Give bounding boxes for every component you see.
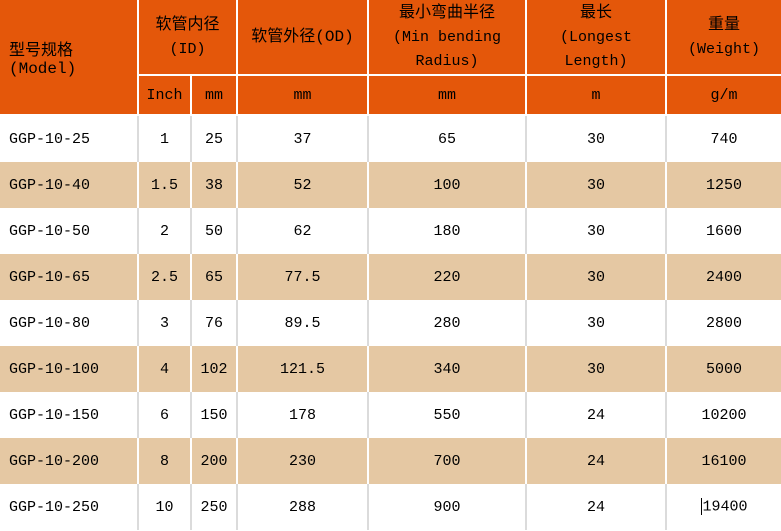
- table-row: GGP-10-100 4 102 121.5 340 30 5000: [0, 346, 781, 392]
- cell-weight: 1250: [665, 162, 781, 208]
- cell-model: GGP-10-65: [0, 254, 139, 300]
- cell-weight[interactable]: 19400: [665, 484, 781, 530]
- cell-model: GGP-10-80: [0, 300, 139, 346]
- header-inner-diameter-cn: 软管内径: [155, 16, 220, 34]
- cell-id-mm: 50: [189, 208, 239, 254]
- cell-model: GGP-10-25: [0, 115, 139, 162]
- header-min-bending-radius: 最小弯曲半径 (Min bending Radius): [367, 0, 528, 76]
- cell-weight: 2400: [665, 254, 781, 300]
- cell-longest-m: 30: [525, 115, 668, 162]
- cell-id-inch: 1: [137, 115, 192, 162]
- header-inner-diameter-en: (ID): [169, 41, 206, 58]
- cell-model: GGP-10-40: [0, 162, 139, 208]
- table-row: GGP-10-25 1 25 37 65 30 740: [0, 115, 781, 162]
- header-weight-cn: 重量: [708, 16, 741, 34]
- cell-weight: 10200: [665, 392, 781, 438]
- cell-weight: 1600: [665, 208, 781, 254]
- cell-id-inch: 1.5: [137, 162, 192, 208]
- header-outer-diameter: 软管外径(OD): [236, 0, 370, 76]
- unit-mbr-mm: mm: [367, 74, 528, 116]
- header-min-bending-radius-en: (Min bending Radius): [393, 29, 502, 70]
- cell-mbr-mm: 340: [367, 346, 528, 392]
- cell-longest-m: 30: [525, 300, 668, 346]
- cell-od-mm: 178: [236, 392, 370, 438]
- cell-mbr-mm: 220: [367, 254, 528, 300]
- cell-weight-value: 19400: [702, 498, 748, 516]
- table-row: GGP-10-40 1.5 38 52 100 30 1250: [0, 162, 781, 208]
- cell-mbr-mm: 900: [367, 484, 528, 530]
- cell-id-mm: 76: [189, 300, 239, 346]
- cell-model: GGP-10-50: [0, 208, 139, 254]
- unit-longest-m: m: [525, 74, 668, 116]
- cell-weight: 16100: [665, 438, 781, 484]
- header-longest-length-cn: 最长: [580, 4, 613, 22]
- cell-weight: 2800: [665, 300, 781, 346]
- cell-id-mm: 38: [189, 162, 239, 208]
- text-cursor: [700, 498, 702, 516]
- header-model: 型号规格(Model): [0, 0, 139, 116]
- cell-id-mm: 25: [189, 115, 239, 162]
- cell-mbr-mm: 65: [367, 115, 528, 162]
- cell-id-inch: 2.5: [137, 254, 192, 300]
- header-weight: 重量 (Weight): [665, 0, 781, 76]
- table-body: GGP-10-25 1 25 37 65 30 740 GGP-10-40 1.…: [0, 115, 781, 530]
- cell-od-mm: 230: [236, 438, 370, 484]
- header-min-bending-radius-cn: 最小弯曲半径: [399, 4, 496, 22]
- cell-longest-m: 30: [525, 208, 668, 254]
- cell-od-mm: 62: [236, 208, 370, 254]
- cell-id-inch: 4: [137, 346, 192, 392]
- cell-longest-m: 30: [525, 346, 668, 392]
- cell-id-inch: 8: [137, 438, 192, 484]
- header-weight-en: (Weight): [688, 41, 761, 58]
- table-row: GGP-10-250 10 250 288 900 24 19400: [0, 484, 781, 530]
- table-row: GGP-10-80 3 76 89.5 280 30 2800: [0, 300, 781, 346]
- cell-od-mm: 288: [236, 484, 370, 530]
- cell-longest-m: 30: [525, 254, 668, 300]
- cell-od-mm: 89.5: [236, 300, 370, 346]
- table-header: 型号规格(Model) 软管内径 (ID) 软管外径(OD) 最小弯曲半径 (M…: [0, 0, 781, 116]
- cell-id-mm: 200: [189, 438, 239, 484]
- cell-longest-m: 24: [525, 484, 668, 530]
- cell-model: GGP-10-150: [0, 392, 139, 438]
- header-inner-diameter: 软管内径 (ID): [136, 0, 239, 76]
- header-outer-diameter-label: 软管外径(OD): [251, 28, 354, 46]
- cell-longest-m: 24: [525, 438, 668, 484]
- table-row: GGP-10-200 8 200 230 700 24 16100: [0, 438, 781, 484]
- cell-od-mm: 52: [236, 162, 370, 208]
- cell-id-mm: 250: [189, 484, 239, 530]
- table-row: GGP-10-50 2 50 62 180 30 1600: [0, 208, 781, 254]
- cell-id-mm: 150: [189, 392, 239, 438]
- cell-id-inch: 3: [137, 300, 192, 346]
- cell-id-inch: 6: [137, 392, 192, 438]
- header-longest-length: 最长 (Longest Length): [525, 0, 668, 76]
- table-row: GGP-10-150 6 150 178 550 24 10200: [0, 392, 781, 438]
- cell-mbr-mm: 550: [367, 392, 528, 438]
- cell-id-inch: 10: [137, 484, 192, 530]
- unit-weight-gpm: g/m: [665, 74, 781, 116]
- cell-model: GGP-10-250: [0, 484, 139, 530]
- cell-od-mm: 37: [236, 115, 370, 162]
- unit-od-mm: mm: [236, 74, 370, 116]
- cell-od-mm: 121.5: [236, 346, 370, 392]
- cell-id-mm: 102: [189, 346, 239, 392]
- header-model-label: 型号规格(Model): [9, 42, 77, 78]
- cell-weight: 740: [665, 115, 781, 162]
- table-row: GGP-10-65 2.5 65 77.5 220 30 2400: [0, 254, 781, 300]
- cell-mbr-mm: 180: [367, 208, 528, 254]
- unit-inch: Inch: [138, 74, 192, 116]
- cell-mbr-mm: 280: [367, 300, 528, 346]
- cell-mbr-mm: 100: [367, 162, 528, 208]
- cell-longest-m: 30: [525, 162, 668, 208]
- cell-od-mm: 77.5: [236, 254, 370, 300]
- cell-weight: 5000: [665, 346, 781, 392]
- cell-model: GGP-10-100: [0, 346, 139, 392]
- unit-id-mm: mm: [189, 74, 239, 116]
- header-longest-length-en: (Longest Length): [560, 29, 633, 70]
- cell-mbr-mm: 700: [367, 438, 528, 484]
- cell-id-inch: 2: [137, 208, 192, 254]
- cell-id-mm: 65: [189, 254, 239, 300]
- cell-model: GGP-10-200: [0, 438, 139, 484]
- cell-longest-m: 24: [525, 392, 668, 438]
